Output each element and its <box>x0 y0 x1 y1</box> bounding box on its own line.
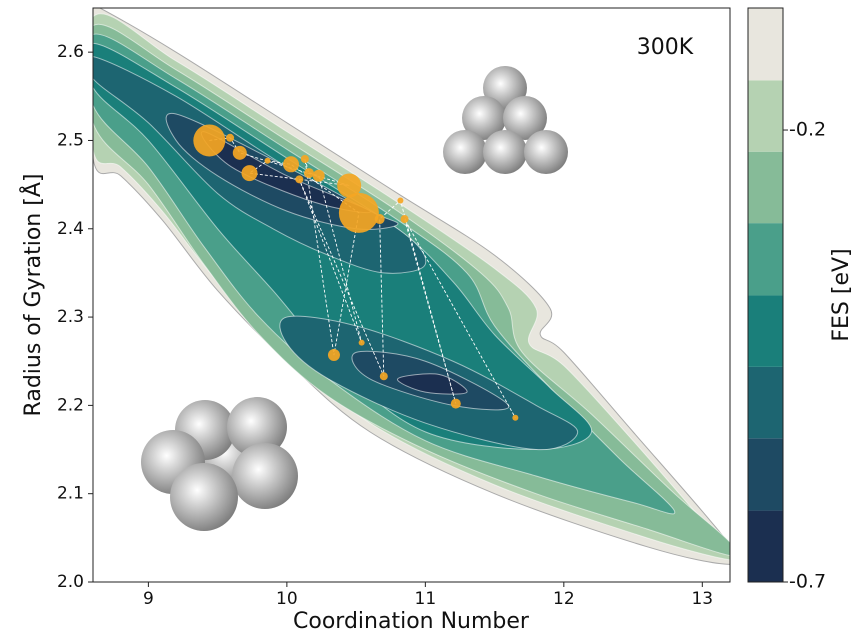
cluster-bottom <box>141 397 298 531</box>
colorbar-tick-label: -0.2 <box>789 119 826 141</box>
scatter-point <box>300 155 309 164</box>
colorbar-band <box>748 151 783 224</box>
scatter-point <box>295 175 304 184</box>
scatter-point <box>226 133 235 142</box>
scatter-point <box>304 168 315 179</box>
x-axis-label: Coordination Number <box>293 609 530 634</box>
colorbar-band <box>748 295 783 367</box>
colorbar-label: FES [eV] <box>829 248 854 341</box>
scatter-point <box>264 157 271 164</box>
colorbar-band <box>748 438 783 511</box>
scatter-point <box>327 349 340 362</box>
scatter-point <box>400 215 409 224</box>
scatter-point <box>450 398 461 409</box>
contour-region <box>397 373 468 395</box>
y-axis-label: Radius of Gyration [Å] <box>19 174 46 417</box>
y-tick-label: 2.6 <box>57 42 84 62</box>
trajectory-layer <box>193 124 519 421</box>
y-tick-label: 2.5 <box>57 130 84 150</box>
x-tick-label: 11 <box>415 589 437 609</box>
scatter-point <box>232 145 247 160</box>
x-tick-label: 13 <box>691 589 713 609</box>
scatter-point <box>193 124 226 157</box>
x-tick-label: 9 <box>143 589 154 609</box>
colorbar-band <box>748 8 783 81</box>
colorbar-tick-label: -0.7 <box>789 571 826 593</box>
scatter-point <box>358 339 365 346</box>
scatter-point <box>337 173 362 198</box>
scatter-point <box>374 214 385 225</box>
scatter-point <box>338 192 379 233</box>
y-tick-label: 2.4 <box>57 219 84 239</box>
scatter-point <box>312 169 325 182</box>
scatter-point <box>512 414 519 421</box>
x-tick-label: 12 <box>553 589 575 609</box>
y-tick-label: 2.1 <box>57 484 84 504</box>
y-tick-label: 2.3 <box>57 307 84 327</box>
trajectory <box>209 137 516 418</box>
plot-frame <box>92 7 731 583</box>
cluster-top <box>443 66 568 174</box>
y-tick-label: 2.2 <box>57 395 84 415</box>
scatter-point <box>283 156 300 173</box>
x-tick-label: 10 <box>276 589 298 609</box>
scatter-point <box>397 197 404 204</box>
annotation: 300K <box>637 35 694 60</box>
colorbar-band <box>748 80 783 152</box>
scatter-point <box>379 372 388 381</box>
colorbar-frame <box>747 7 784 583</box>
colorbar-band <box>748 223 783 296</box>
colorbar-band <box>748 366 783 439</box>
y-tick-label: 2.0 <box>57 572 84 592</box>
scatter-point <box>241 165 258 182</box>
colorbar-band <box>748 510 783 582</box>
